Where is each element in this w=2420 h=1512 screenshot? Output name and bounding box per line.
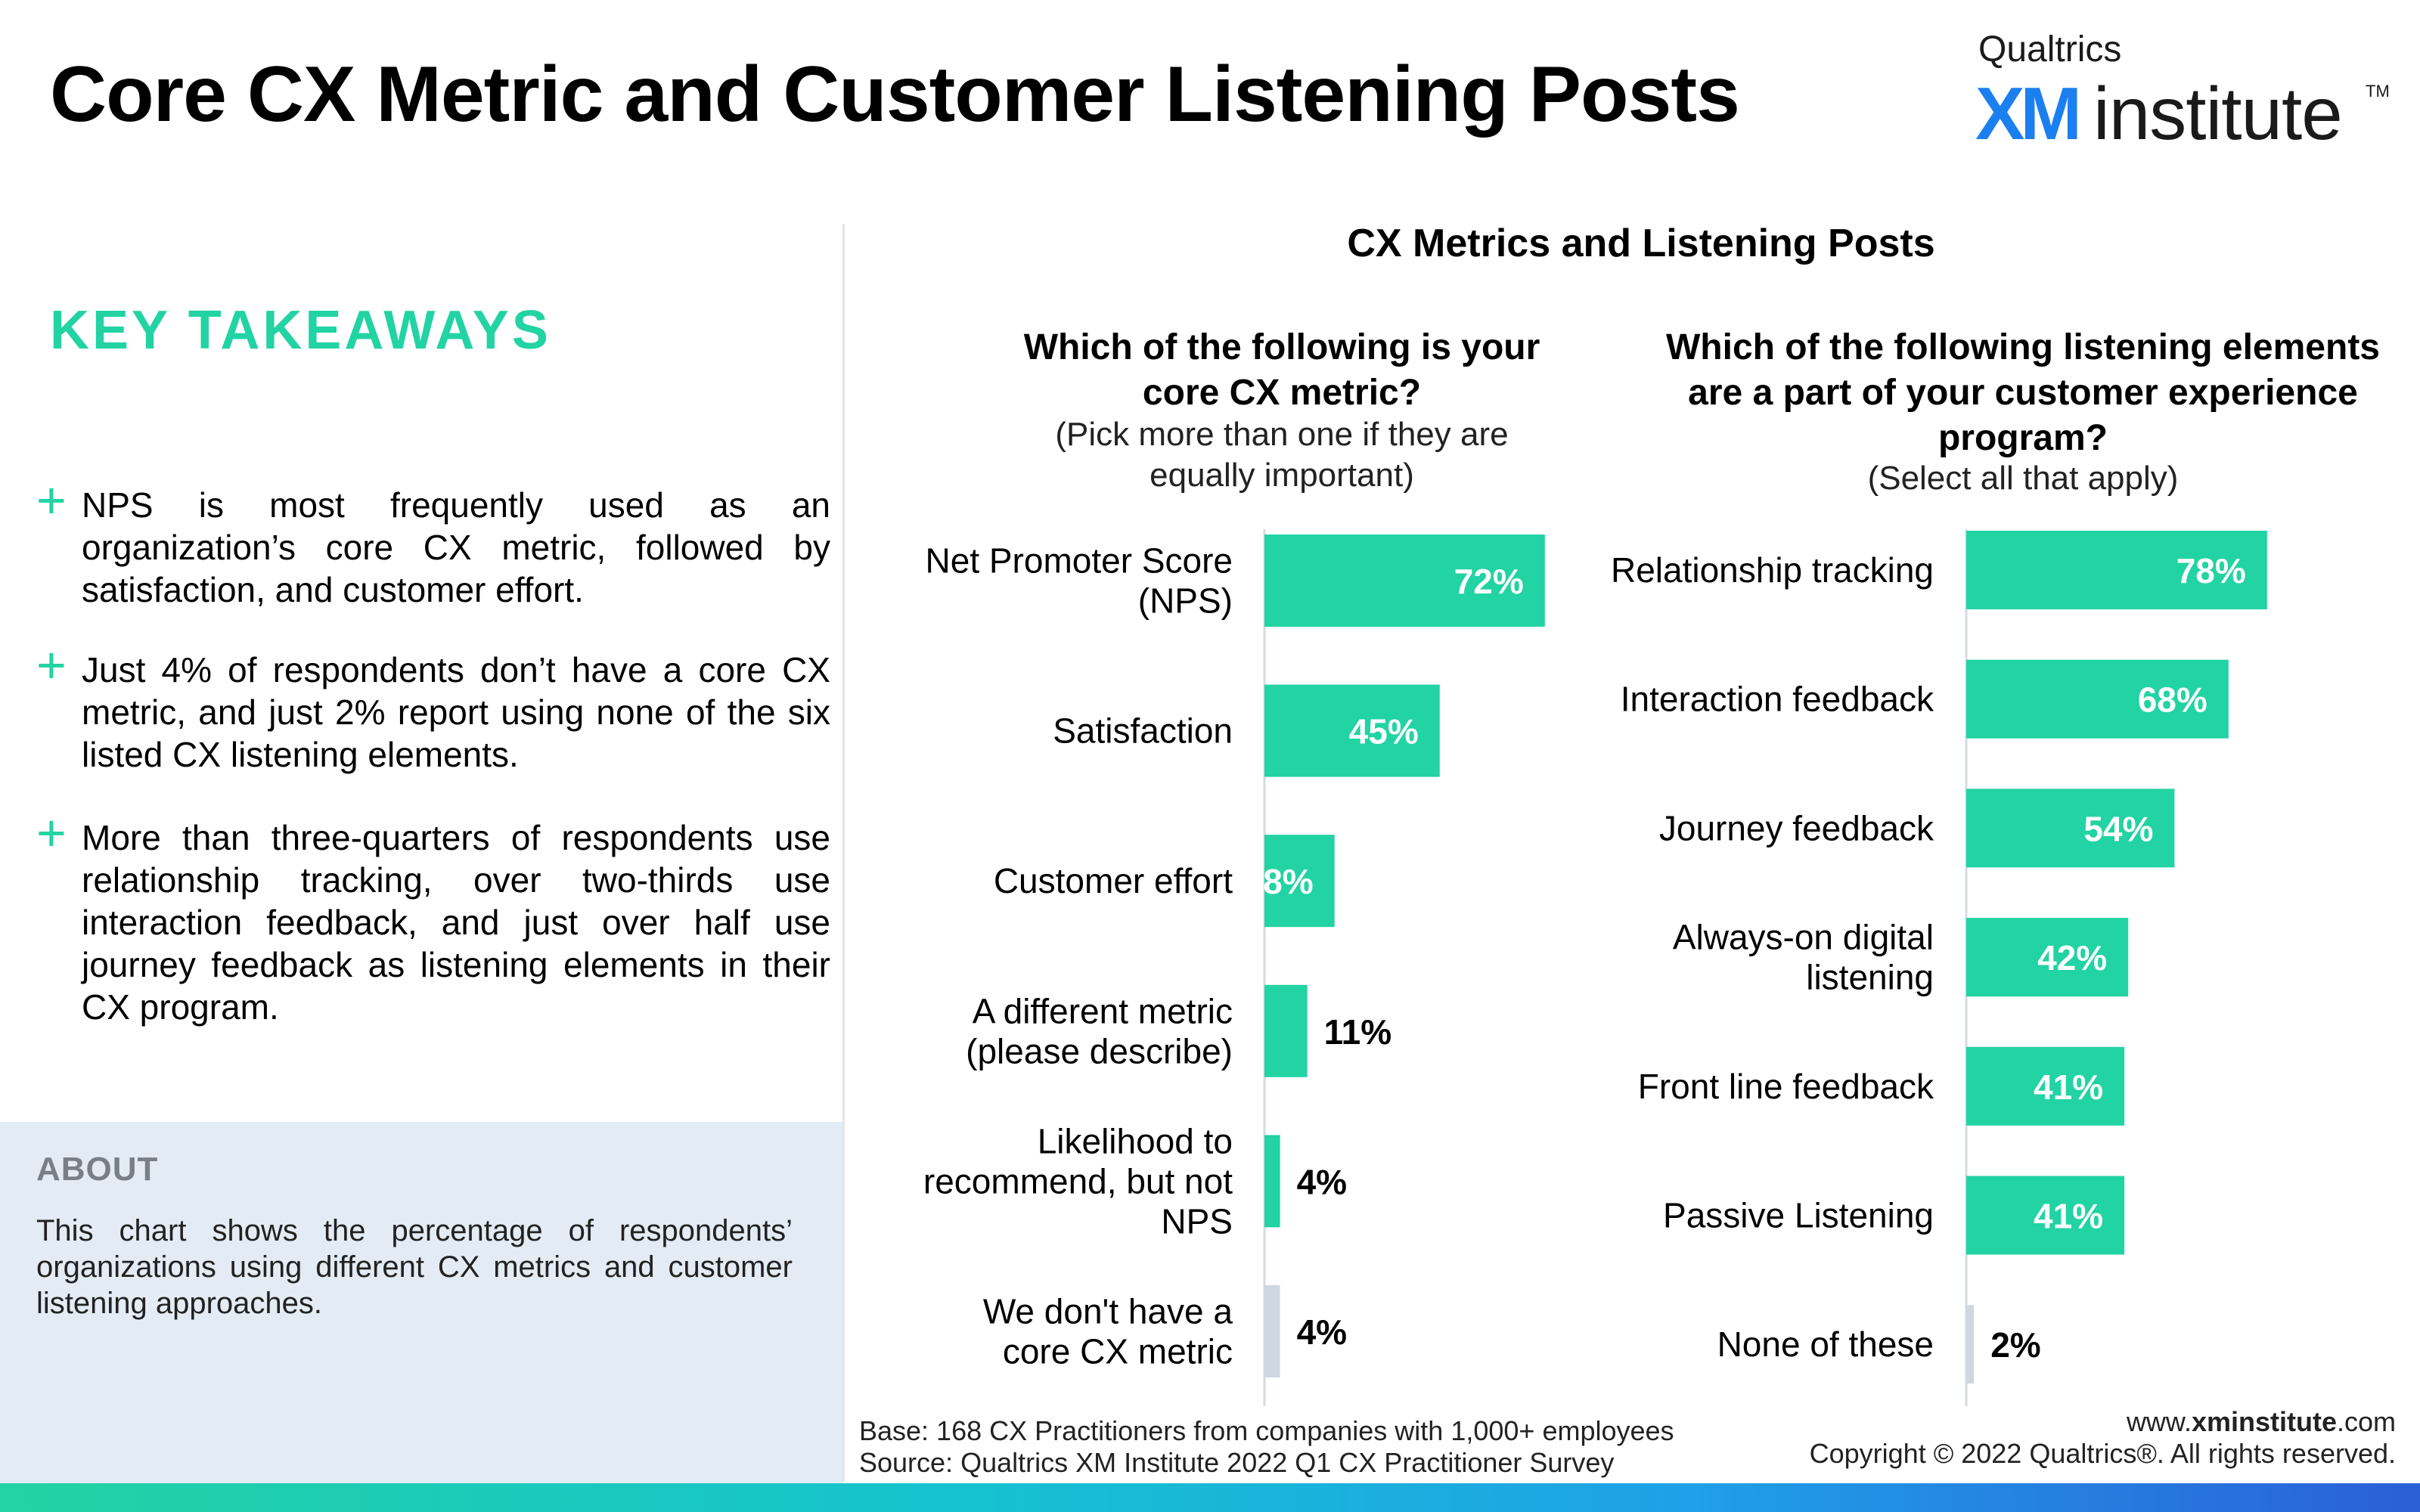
key-takeaways-heading: KEY TAKEAWAYS — [50, 300, 551, 361]
xm-institute-logo: Qualtrics XM institute TM — [1975, 29, 2390, 155]
bottom-gradient-bar — [0, 1483, 2420, 1512]
value-label: 18% — [1244, 862, 1314, 901]
left-chart-note: (Pick more than one if they are equally … — [1055, 416, 1509, 494]
value-label: 41% — [2034, 1197, 2103, 1236]
bar — [1264, 534, 1545, 627]
takeaway-text: Just 4% of respondents don’t have a core… — [82, 650, 830, 774]
bar — [1966, 918, 2129, 997]
website-link[interactable]: www.xminstitute.com — [2126, 1406, 2396, 1437]
chart-title: CX Metrics and Listening Posts — [1347, 222, 1935, 265]
category-label: Always-on digital — [1673, 918, 1934, 957]
logo-institute-text: institute — [2093, 72, 2343, 155]
category-label: Journey feedback — [1659, 808, 1934, 847]
category-label: Satisfaction — [1053, 711, 1233, 751]
value-label: 11% — [1324, 1012, 1392, 1052]
category-label: (NPS) — [1138, 581, 1233, 621]
value-label: 42% — [2037, 938, 2107, 978]
category-label: Passive Listening — [1663, 1196, 1934, 1235]
footer-source: Base: 168 CX Practitioners from companie… — [859, 1415, 1674, 1479]
value-label: 78% — [2176, 551, 2246, 590]
category-label: Likelihood to — [1038, 1121, 1233, 1160]
category-label: A different metric — [973, 991, 1233, 1030]
category-label: core CX metric — [1003, 1332, 1233, 1371]
value-label: 45% — [1349, 712, 1419, 751]
bar — [1966, 1046, 2125, 1126]
bar — [1264, 984, 1308, 1077]
bar — [1966, 659, 2229, 739]
category-label: Front line feedback — [1638, 1067, 1934, 1106]
right-chart-question: Which of the following listening element… — [1665, 327, 2380, 458]
right-chart-note: (Select all that apply) — [1867, 460, 2179, 497]
category-label: We don't have a — [983, 1292, 1233, 1331]
value-label: 54% — [2083, 809, 2153, 848]
value-label: 4% — [1297, 1312, 1347, 1352]
takeaway-text: More than three-quarters of respondents … — [82, 818, 830, 1027]
category-label: Net Promoter Score — [926, 541, 1233, 581]
bar — [1264, 684, 1440, 777]
plus-icon: + — [36, 637, 67, 694]
logo-xm-text: XM — [1975, 72, 2082, 155]
bar — [1264, 1285, 1280, 1377]
value-label: 68% — [2138, 680, 2207, 720]
left-chart-question: Which of the following is your core CX m… — [1023, 327, 1540, 413]
bar — [1966, 531, 2267, 609]
logo-qualtrics-text: Qualtrics — [1978, 29, 2122, 70]
category-label: listening — [1806, 958, 1934, 997]
copyright-text: Copyright © 2022 Qualtrics®. All rights … — [1809, 1438, 2396, 1469]
plus-icon: + — [36, 472, 67, 529]
category-label: Relationship tracking — [1611, 550, 1934, 590]
category-label: recommend, but not — [923, 1161, 1233, 1201]
category-label: Interaction feedback — [1621, 680, 1934, 719]
value-label: 2% — [1990, 1325, 2040, 1365]
about-heading: ABOUT — [36, 1151, 159, 1188]
bar — [1264, 1135, 1280, 1228]
source-note: Source: Qualtrics XM Institute 2022 Q1 C… — [859, 1447, 1615, 1478]
plus-icon: + — [36, 804, 67, 862]
category-label: (please describe) — [966, 1031, 1233, 1070]
logo-tm-text: TM — [2366, 82, 2390, 101]
category-label: None of these — [1717, 1325, 1934, 1364]
bar — [1966, 1176, 2125, 1255]
bar — [1966, 789, 2175, 868]
value-label: 41% — [2034, 1067, 2103, 1107]
takeaway-text: NPS is most frequently used as an organi… — [82, 485, 830, 609]
value-label: 72% — [1454, 562, 1524, 601]
value-label: 4% — [1297, 1162, 1347, 1201]
category-label: NPS — [1161, 1201, 1233, 1241]
footer-copyright: www.xminstitute.com Copyright © 2022 Qua… — [1810, 1406, 2396, 1470]
panel-divider — [842, 224, 845, 1482]
bar — [1966, 1305, 1975, 1384]
about-panel — [0, 1122, 842, 1485]
bar — [1264, 835, 1335, 928]
page-title: Core CX Metric and Customer Listening Po… — [50, 51, 1740, 138]
category-label: Customer effort — [994, 861, 1233, 900]
about-text: This chart shows the percentage of respo… — [36, 1214, 793, 1320]
base-note: Base: 168 CX Practitioners from companie… — [859, 1415, 1674, 1446]
